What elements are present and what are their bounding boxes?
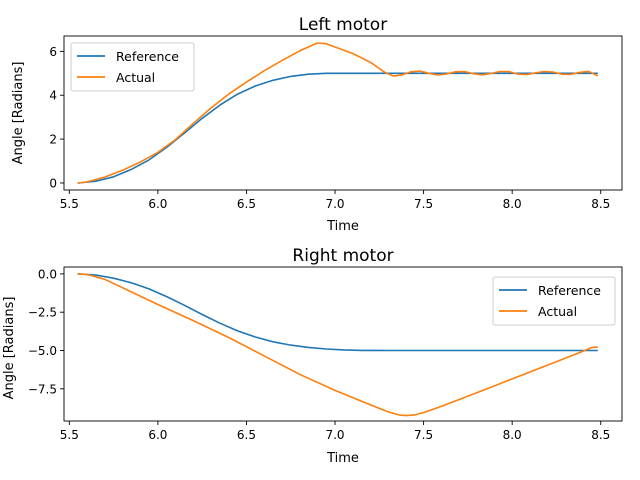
right-motor-panel: Right motor 5.5 6.0 6.5 7.0 7.5 8.0 8.5 0.0 −2.… xyxy=(2,246,623,466)
right-motor-y-ticks: 0.0 −2.5 −5.0 −7.5 xyxy=(28,267,64,396)
left-motor-x-tick-label: 5.5 xyxy=(60,197,79,211)
left-motor-x-tick-label: 6.0 xyxy=(148,197,167,211)
legend-label-reference: Reference xyxy=(116,49,179,64)
left-motor-legend: Reference Actual xyxy=(70,42,195,92)
left-motor-plot-area: 5.5 6.0 6.5 7.0 7.5 8.0 8.5 0 2 4 6 xyxy=(49,35,623,211)
legend-label-actual: Actual xyxy=(538,304,577,319)
left-motor-y-ticks: 0 2 4 6 xyxy=(49,45,64,190)
legend-box xyxy=(70,42,195,92)
left-motor-title: Left motor xyxy=(299,15,387,35)
right-motor-x-tick-label: 8.5 xyxy=(591,428,610,442)
right-motor-reference-line xyxy=(77,273,598,352)
left-motor-x-tick-label: 7.0 xyxy=(325,197,344,211)
right-motor-y-tick-label: −2.5 xyxy=(28,306,57,320)
right-motor-x-tick-label: 8.0 xyxy=(503,428,522,442)
legend-label-reference: Reference xyxy=(538,283,601,298)
left-motor-x-tick-label: 7.5 xyxy=(414,197,433,211)
left-motor-x-tick-label: 8.5 xyxy=(591,197,610,211)
legend-box xyxy=(492,276,616,326)
left-motor-y-tick-label: 2 xyxy=(49,133,57,147)
left-motor-y-tick-label: 0 xyxy=(49,176,57,190)
left-motor-x-tick-label: 6.5 xyxy=(237,197,256,211)
right-motor-y-axis-label: Angle [Radians] xyxy=(2,297,17,400)
left-motor-reference-line xyxy=(77,72,598,184)
right-motor-axes-frame xyxy=(63,266,623,422)
right-motor-x-tick-label: 7.5 xyxy=(414,428,433,442)
right-motor-plot-area: 5.5 6.0 6.5 7.0 7.5 8.0 8.5 0.0 −2.5 −5.0 −7.5 xyxy=(28,266,623,442)
right-motor-x-axis-label: Time xyxy=(326,451,359,466)
right-motor-x-tick-label: 5.5 xyxy=(60,428,79,442)
right-motor-x-tick-label: 6.0 xyxy=(148,428,167,442)
left-motor-x-axis-label: Time xyxy=(326,219,359,234)
right-motor-y-tick-label: −7.5 xyxy=(28,382,57,396)
left-motor-y-axis-label: Angle [Radians] xyxy=(11,62,26,165)
left-motor-axes-frame xyxy=(63,35,623,191)
right-motor-actual-line xyxy=(77,273,598,417)
right-motor-y-tick-label: 0.0 xyxy=(38,267,57,281)
left-motor-actual-line xyxy=(77,42,598,184)
right-motor-x-ticks: 5.5 6.0 6.5 7.0 7.5 8.0 8.5 xyxy=(60,421,610,442)
right-motor-title: Right motor xyxy=(292,246,393,266)
left-motor-panel: Left motor 5.5 6.0 6.5 7.0 7.5 8.0 8.5 0 2 4 6 Ti… xyxy=(11,15,623,234)
left-motor-series-layer xyxy=(77,42,598,184)
left-motor-x-tick-label: 8.0 xyxy=(503,197,522,211)
left-motor-y-tick-label: 6 xyxy=(49,45,57,59)
right-motor-legend: Reference Actual xyxy=(492,276,616,326)
right-motor-y-tick-label: −5.0 xyxy=(28,344,57,358)
left-motor-y-tick-label: 4 xyxy=(49,89,57,103)
legend-label-actual: Actual xyxy=(116,70,155,85)
right-motor-series-layer xyxy=(77,273,598,417)
right-motor-x-tick-label: 6.5 xyxy=(237,428,256,442)
left-motor-x-ticks: 5.5 6.0 6.5 7.0 7.5 8.0 8.5 xyxy=(60,190,610,211)
right-motor-x-tick-label: 7.0 xyxy=(325,428,344,442)
